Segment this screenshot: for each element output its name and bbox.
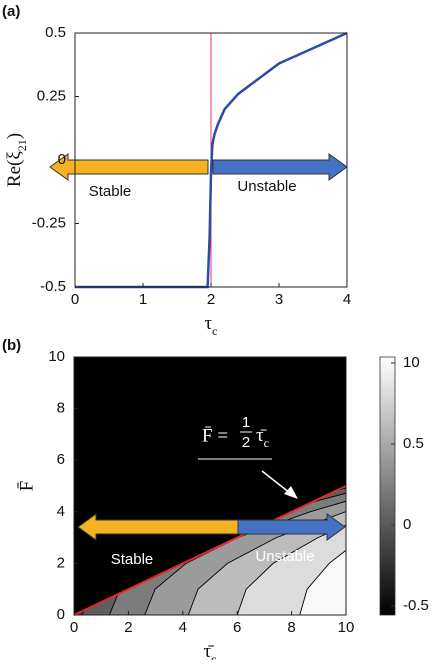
pointer bbox=[261, 470, 291, 494]
boundary-line bbox=[73, 485, 347, 616]
formula-denominator: 2 bbox=[242, 434, 250, 451]
y-tick-label: -0.25 bbox=[32, 214, 66, 231]
colorbar-tick-label: 0.5 bbox=[403, 435, 424, 452]
contour-line bbox=[299, 549, 346, 615]
x-tick-label: 2 bbox=[124, 619, 132, 636]
y-axis-title: F̄ bbox=[16, 481, 37, 492]
y-axis-prefix: Re(ξ bbox=[4, 151, 25, 187]
unstable-arrow bbox=[237, 513, 346, 541]
x-tick-label: 2 bbox=[207, 291, 215, 308]
formula-lhs: F̄ = bbox=[202, 425, 228, 446]
y-tick-label: -0.5 bbox=[40, 278, 66, 295]
formula-subscript: c bbox=[264, 436, 269, 450]
formula-rhs: τ̄c bbox=[256, 425, 269, 449]
colorbar bbox=[379, 356, 396, 616]
annotation: Stable bbox=[111, 551, 154, 568]
colorbar-tick-label: 0 bbox=[403, 516, 411, 533]
x-axis-symbol: τ̄ bbox=[204, 641, 215, 660]
x-axis-subscript: c bbox=[211, 652, 216, 660]
y-tick-label: 0 bbox=[57, 606, 65, 623]
unstable-arrow bbox=[212, 153, 348, 181]
formula-numerator: 1 bbox=[242, 414, 250, 431]
panel-label: (b) bbox=[2, 337, 21, 354]
contour-band bbox=[299, 550, 346, 615]
stable-arrow bbox=[49, 153, 209, 181]
x-axis-title: τc bbox=[205, 313, 218, 337]
y-tick-label: 4 bbox=[57, 503, 65, 520]
y-tick-label: 8 bbox=[57, 400, 65, 417]
x-tick-label: 10 bbox=[338, 619, 355, 636]
curve bbox=[75, 31, 348, 289]
x-tick-label: 0 bbox=[71, 291, 79, 308]
x-tick-label: 0 bbox=[70, 619, 78, 636]
x-tick-label: 1 bbox=[139, 291, 147, 308]
x-tick-label: 6 bbox=[233, 619, 241, 636]
x-axis-symbol: τ bbox=[205, 313, 213, 334]
formula-symbol: τ̄ bbox=[256, 425, 267, 446]
annotation: Unstable bbox=[237, 178, 296, 195]
y-tick-label: 2 bbox=[57, 554, 65, 571]
x-axis-title: τ̄c bbox=[204, 641, 217, 660]
y-axis-subscript: 21 bbox=[15, 139, 29, 151]
panel-label: (a) bbox=[2, 3, 20, 20]
x-tick-label: 8 bbox=[287, 619, 295, 636]
y-tick-label: 0.5 bbox=[45, 24, 66, 41]
annotation: Unstable bbox=[255, 548, 314, 565]
y-axis-title: Re(ξ21) bbox=[4, 133, 28, 187]
y-tick-label: 6 bbox=[57, 451, 65, 468]
x-tick-label: 4 bbox=[179, 619, 187, 636]
stable-arrow bbox=[77, 513, 256, 541]
y-tick-label: 0.25 bbox=[37, 87, 66, 104]
pointer-head bbox=[284, 486, 298, 499]
annotation: Stable bbox=[89, 183, 132, 200]
plot-frame bbox=[73, 356, 347, 616]
y-axis-suffix: ) bbox=[4, 133, 25, 139]
x-tick-label: 4 bbox=[343, 291, 351, 308]
x-tick-label: 3 bbox=[275, 291, 283, 308]
x-axis-subscript: c bbox=[212, 324, 217, 338]
colorbar-tick-label: 10 bbox=[403, 354, 420, 371]
y-tick-label: 0 bbox=[58, 151, 66, 168]
y-tick-label: 10 bbox=[48, 348, 65, 365]
colorbar-tick-label: -0.5 bbox=[403, 597, 429, 614]
